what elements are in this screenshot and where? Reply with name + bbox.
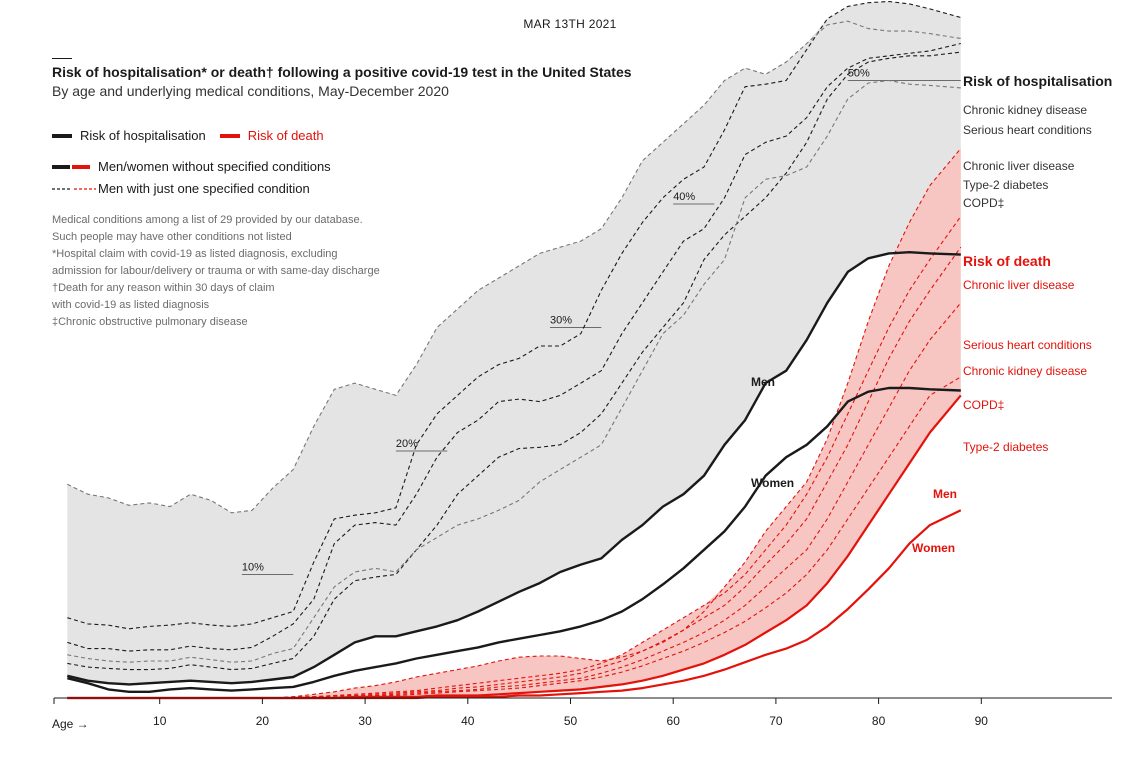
publication-date: MAR 13TH 2021	[523, 17, 617, 31]
hosp-series-label: Chronic liver disease	[963, 159, 1075, 173]
legend-dashed: Men with just one specified condition	[52, 181, 310, 196]
note-line: Medical conditions among a list of 29 pr…	[52, 214, 363, 226]
note-line: ‡Chronic obstructive pulmonary disease	[52, 316, 248, 328]
women-hosp-label: Women	[751, 476, 794, 490]
death-series-label: Chronic kidney disease	[963, 364, 1087, 378]
legend-solid-label: Men/women without specified conditions	[98, 159, 331, 174]
legend-hosp-swatch	[52, 133, 72, 138]
x-tick-label: 60	[667, 714, 681, 728]
death-series-label: Serious heart conditions	[963, 338, 1092, 352]
note-line: *Hospital claim with covid-19 as listed …	[52, 248, 338, 260]
x-tick-label: 20	[256, 714, 270, 728]
gridline-label: 40%	[673, 191, 695, 203]
legend-metrics: Risk of hospitalisation Risk of death	[52, 128, 324, 143]
chart-title: Risk of hospitalisation* or death† follo…	[52, 64, 632, 80]
x-tick-label: 80	[872, 714, 886, 728]
x-axis-label: Age →	[52, 717, 89, 731]
death-series-label: Type-2 diabetes	[963, 440, 1048, 454]
title-rule	[52, 58, 72, 59]
hosp-series-label: Type-2 diabetes	[963, 178, 1048, 192]
hosp-line-chronic-liver-disease	[67, 42, 961, 652]
gridline-label: 10%	[242, 562, 264, 574]
legend-death-swatch	[219, 133, 240, 138]
x-tick-label: 40	[461, 714, 475, 728]
hosp-series-label: Chronic kidney disease	[963, 103, 1087, 117]
x-tick-label: 70	[769, 714, 783, 728]
hospitalisation-range-band	[67, 1, 961, 685]
legend-death-label: Risk of death	[247, 128, 324, 143]
legend-dashed-label: Men with just one specified condition	[98, 181, 310, 196]
death-series-label: COPD‡	[963, 398, 1004, 412]
hosp-line-type-2-diabetes	[67, 51, 961, 671]
men-death-label: Men	[933, 487, 957, 501]
death-series-label: Chronic liver disease	[963, 278, 1075, 292]
legend-solid-black-swatch	[52, 164, 70, 169]
x-tick-label: 90	[975, 714, 989, 728]
note-line: Such people may have other conditions no…	[52, 231, 292, 243]
x-tick-label: 10	[153, 714, 167, 728]
x-tick-label: 30	[358, 714, 372, 728]
death-heading: Risk of death	[963, 253, 1051, 269]
x-tick-label: 50	[564, 714, 578, 728]
gridline-label: 30%	[550, 315, 572, 327]
note-line: with covid-19 as listed diagnosis	[52, 299, 210, 311]
hosp-line-men	[67, 251, 961, 686]
women-death-label: Women	[912, 541, 955, 555]
men-hosp-label: Men	[751, 375, 775, 389]
hosp-line-copd-	[67, 79, 961, 663]
hosp-series-label: COPD‡	[963, 196, 1004, 210]
note-line: admission for labour/delivery or trauma …	[52, 265, 380, 277]
chart-subtitle: By age and underlying medical conditions…	[52, 83, 449, 99]
gridline-label: 50%	[848, 68, 870, 80]
hosp-heading: Risk of hospitalisation	[963, 73, 1112, 89]
legend-solid-red-swatch	[72, 164, 90, 169]
gridline-label: 20%	[396, 438, 418, 450]
hosp-series-label: Serious heart conditions	[963, 123, 1092, 137]
legend-solid: Men/women without specified conditions	[52, 159, 331, 174]
legend-hosp-label: Risk of hospitalisation	[80, 128, 206, 143]
legend-dashed-swatch	[52, 187, 96, 190]
note-line: †Death for any reason within 30 days of …	[52, 282, 275, 294]
hosp-line-serious-heart-conditions	[67, 20, 961, 514]
hosp-line-women	[67, 386, 961, 693]
hosp-line-chronic-kidney-disease	[67, 0, 961, 630]
